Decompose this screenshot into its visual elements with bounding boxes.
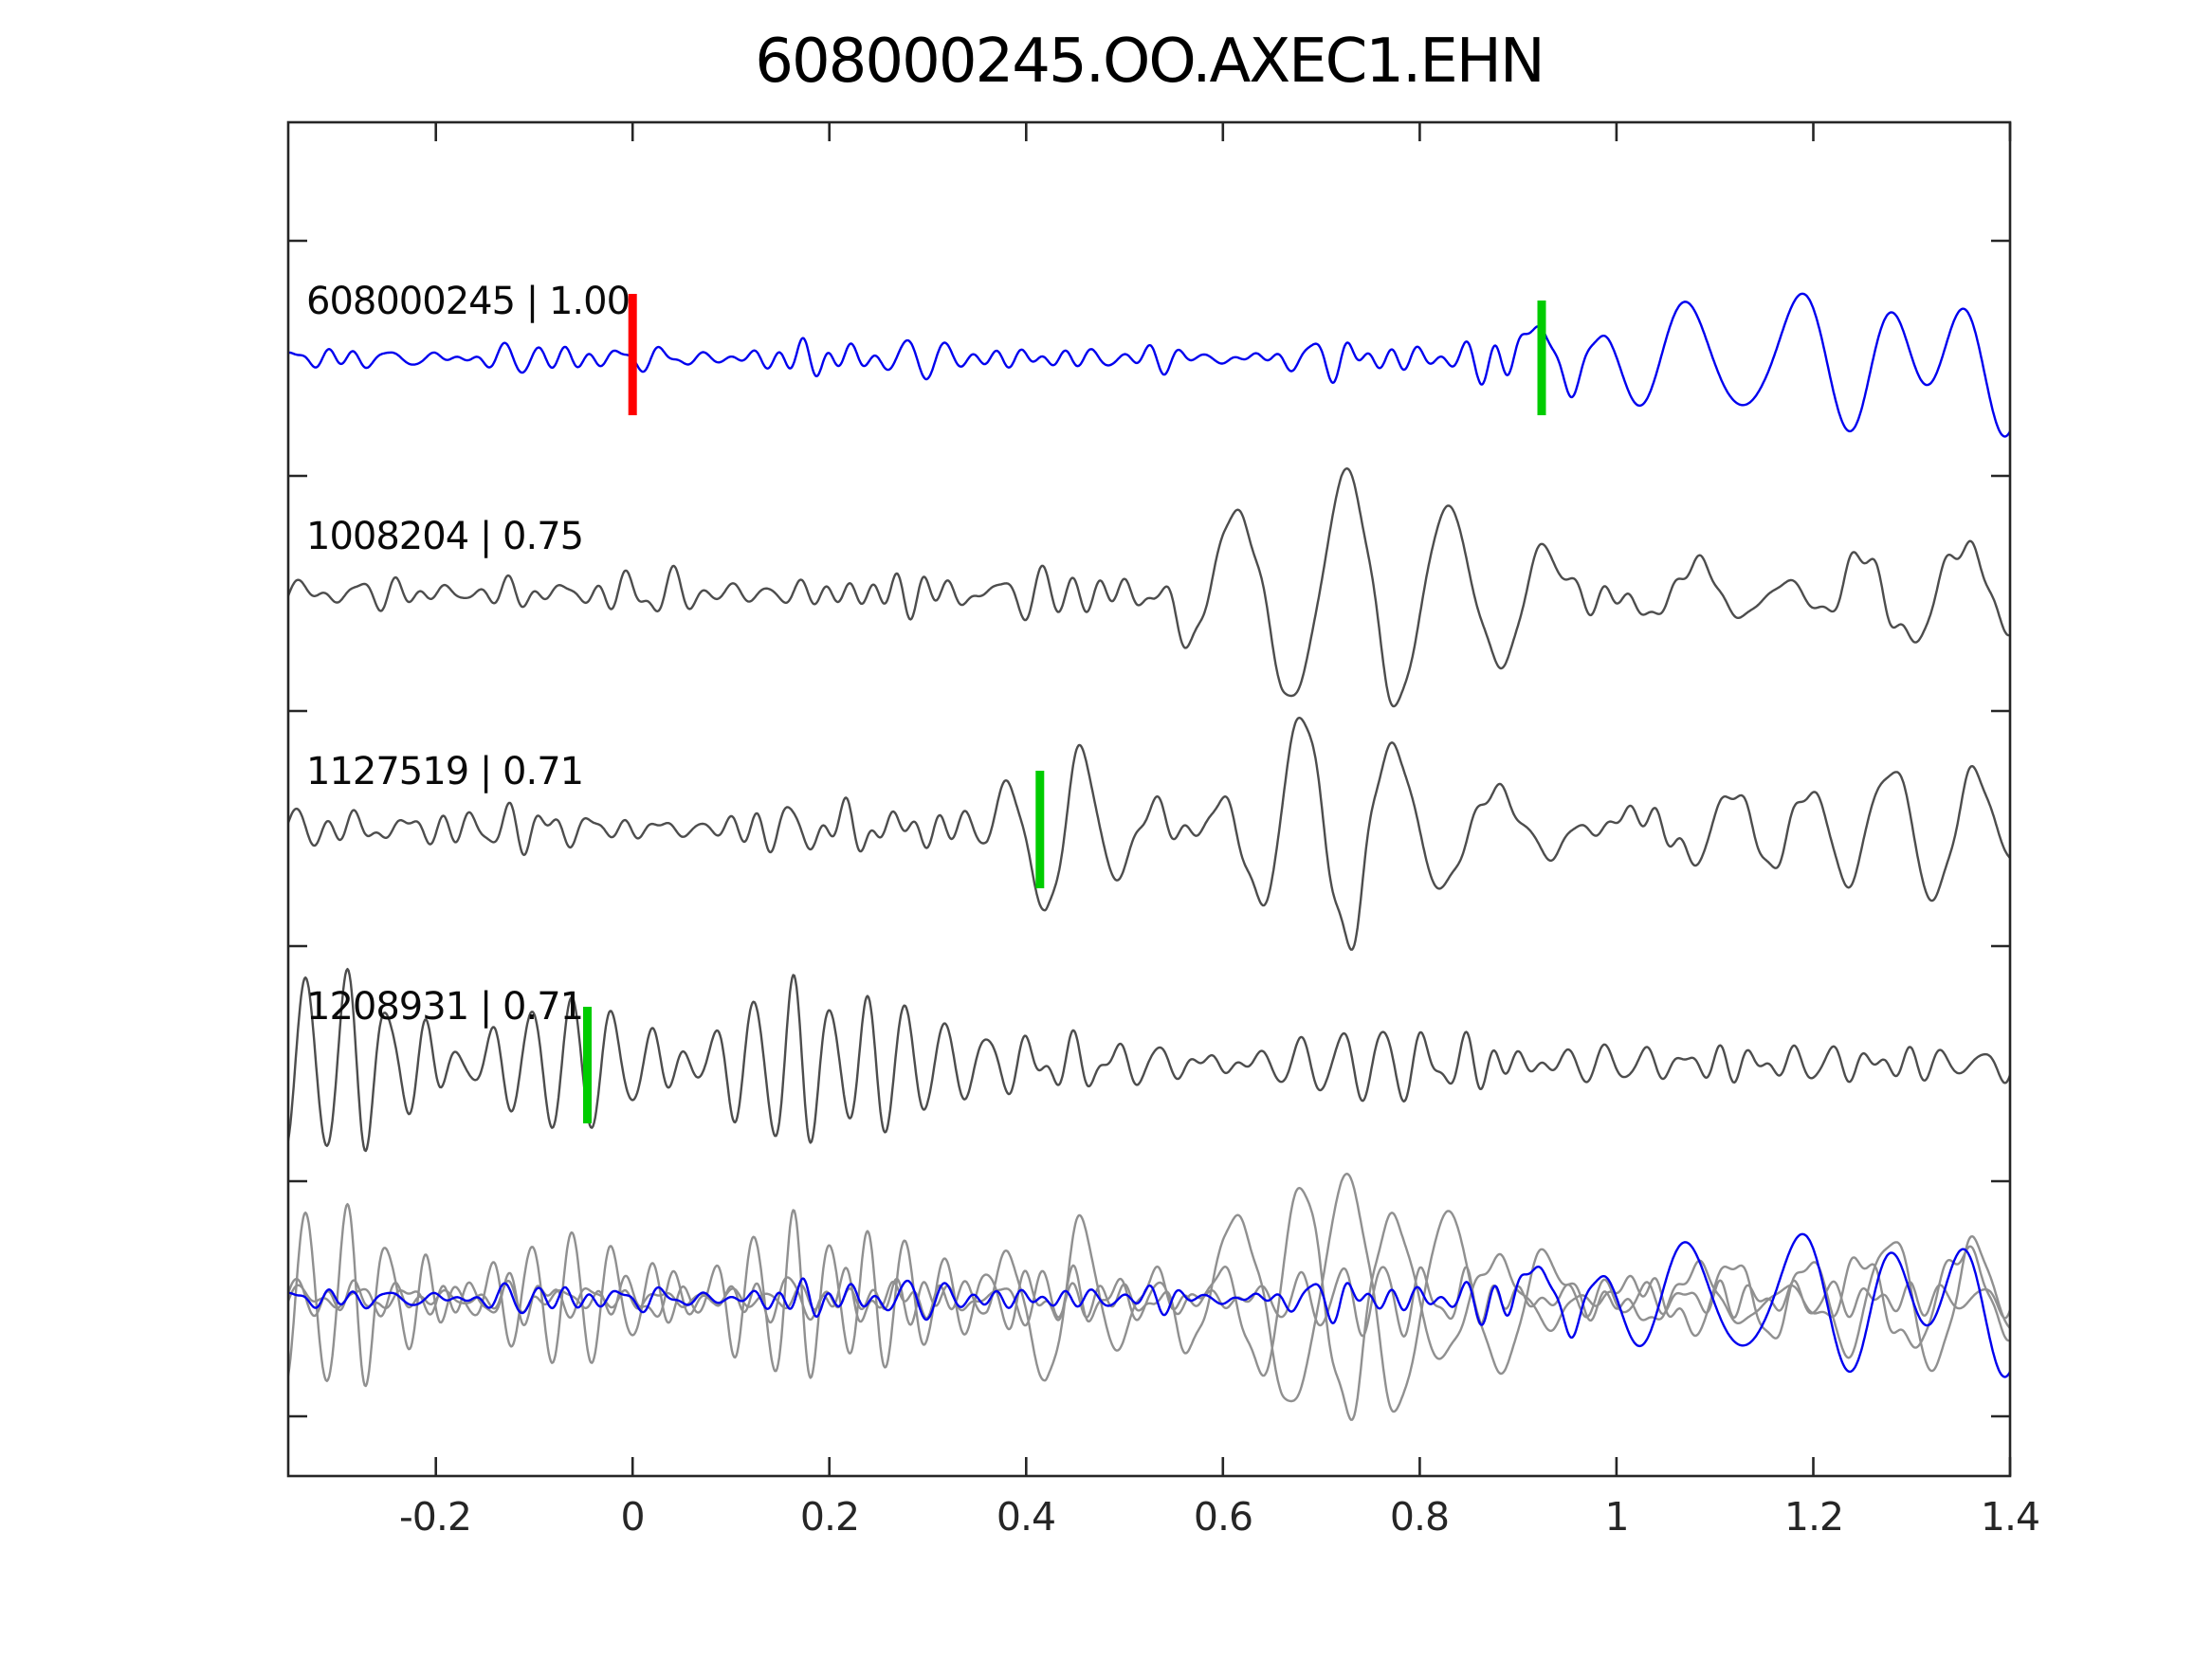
x-tick-label: 0.6	[1193, 1494, 1253, 1540]
overlay-trace-1208931	[288, 1202, 2010, 1388]
reference-pick-marker	[628, 294, 637, 415]
x-tick-label: 1.4	[1980, 1494, 2040, 1540]
trace-label-1008204: 1008204 | 0.75	[306, 515, 584, 558]
trace-1008204	[288, 467, 2010, 708]
pick-marker	[1035, 771, 1045, 888]
pick-marker	[583, 1007, 592, 1123]
trace-label-1127519: 1127519 | 0.71	[306, 750, 584, 793]
x-tick-label: 1	[1604, 1494, 1629, 1540]
x-tick-label: 0.2	[799, 1494, 860, 1540]
trace-1127519	[288, 717, 2010, 951]
pick-marker	[1537, 301, 1546, 415]
x-tick-label: 1.2	[1783, 1494, 1844, 1540]
x-tick-label: 0	[620, 1494, 645, 1540]
chart-title: 608000245.OO.AXEC1.EHN	[755, 27, 1545, 97]
x-tick-label: -0.2	[399, 1494, 472, 1540]
overlay-trace-608000245	[288, 1232, 2010, 1378]
overlay-trace-1008204	[288, 1172, 2010, 1413]
x-tick-label: 0.4	[996, 1494, 1056, 1540]
trace-label-1208931: 1208931 | 0.71	[306, 985, 584, 1029]
trace-1208931	[288, 968, 2010, 1153]
overlay-trace-1127519	[288, 1186, 2010, 1421]
x-tick-label: 0.8	[1389, 1494, 1450, 1540]
trace-608000245	[288, 292, 2010, 438]
plot-border	[286, 120, 2012, 1478]
trace-label-608000245: 608000245 | 1.00	[306, 280, 631, 323]
